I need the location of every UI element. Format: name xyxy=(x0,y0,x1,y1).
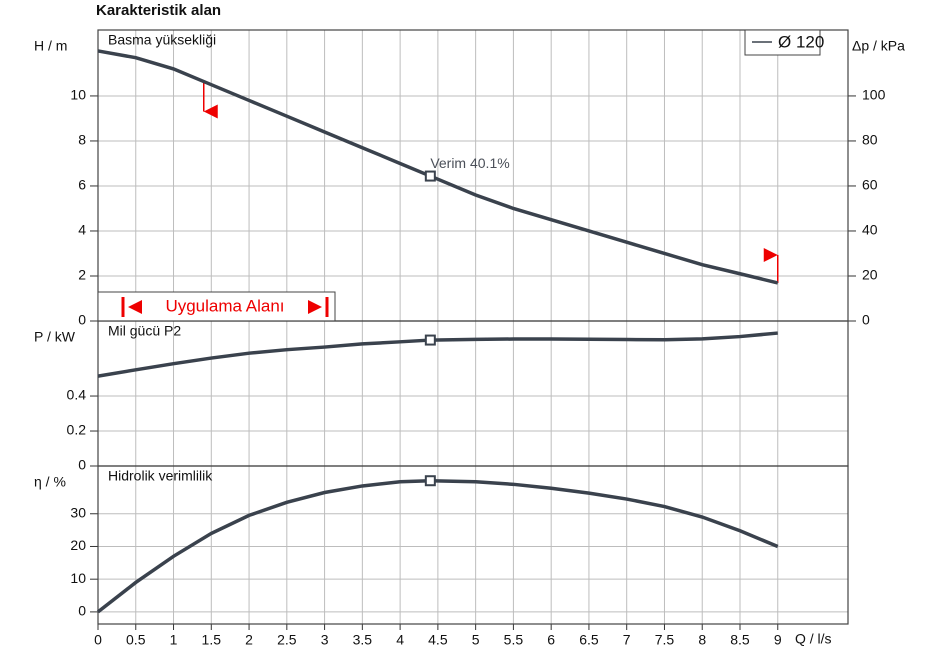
x-tick-label: 5 xyxy=(472,632,480,648)
x-tick-label: 6 xyxy=(547,632,555,648)
operating-point xyxy=(424,475,436,487)
y-tick-label: 0.2 xyxy=(67,422,87,438)
y-axis-label: η / % xyxy=(34,474,66,490)
y-tick-label: 0.4 xyxy=(67,387,87,403)
x-tick-label: 1 xyxy=(170,632,178,648)
y-tick-label: 30 xyxy=(70,504,86,520)
operating-point xyxy=(424,334,436,346)
legend-box xyxy=(744,29,821,56)
x-tick-label: 9 xyxy=(774,632,782,648)
x-tick-label: 8 xyxy=(698,632,706,648)
x-tick-label: 0.5 xyxy=(126,632,146,648)
chart-title: Karakteristik alan xyxy=(96,2,221,19)
y2-axis-label: Δp / kPa xyxy=(852,38,905,54)
x-tick-label: 8.5 xyxy=(730,632,750,648)
y-tick-label: 2 xyxy=(78,267,86,283)
x-axis-label: Q / l/s xyxy=(795,631,832,647)
y2-tick-label: 80 xyxy=(862,132,878,148)
x-tick-label: 4.5 xyxy=(428,632,448,648)
y-axis-label: H / m xyxy=(34,38,67,54)
range-arrow xyxy=(128,300,142,314)
y-tick-label: 10 xyxy=(70,87,86,103)
y-tick-label: 6 xyxy=(78,177,86,193)
x-tick-label: 0 xyxy=(94,632,102,648)
y-tick-label: 10 xyxy=(70,570,86,586)
y-tick-label: 4 xyxy=(78,222,86,238)
y2-tick-label: 40 xyxy=(862,222,878,238)
y-tick-label: 8 xyxy=(78,132,86,148)
operating-label: Verim 40.1% xyxy=(430,155,509,171)
range-marker-arrow xyxy=(763,247,778,262)
x-tick-label: 7 xyxy=(623,632,631,648)
range-marker-arrow xyxy=(203,104,218,119)
x-tick-label: 4 xyxy=(396,632,404,648)
operating-point xyxy=(424,170,436,182)
y-tick-label: 0 xyxy=(78,312,86,328)
x-tick-label: 5.5 xyxy=(504,632,524,648)
x-tick-label: 7.5 xyxy=(655,632,675,648)
x-tick-label: 6.5 xyxy=(579,632,599,648)
panel-frame xyxy=(97,465,849,625)
panel-label: Hidrolik verimlilik xyxy=(108,468,213,484)
panel-label: Mil gücü P2 xyxy=(108,323,181,339)
panel-label: Basma yüksekliği xyxy=(108,32,216,48)
y2-tick-label: 100 xyxy=(862,87,886,103)
x-tick-label: 2.5 xyxy=(277,632,297,648)
y2-tick-label: 60 xyxy=(862,177,878,193)
legend-label: Ø 120 xyxy=(778,32,824,51)
x-tick-label: 1.5 xyxy=(202,632,222,648)
y2-tick-label: 20 xyxy=(862,267,878,283)
y2-tick-label: 0 xyxy=(862,312,870,328)
x-tick-label: 2 xyxy=(245,632,253,648)
y-tick-label: 0 xyxy=(78,457,86,473)
x-tick-label: 3.5 xyxy=(353,632,373,648)
range-label: Uygulama Alanı xyxy=(165,296,284,315)
x-tick-label: 3 xyxy=(321,632,329,648)
y-axis-label: P / kW xyxy=(34,329,76,345)
y-tick-label: 20 xyxy=(70,537,86,553)
range-arrow xyxy=(308,300,322,314)
y-tick-label: 0 xyxy=(78,603,86,619)
